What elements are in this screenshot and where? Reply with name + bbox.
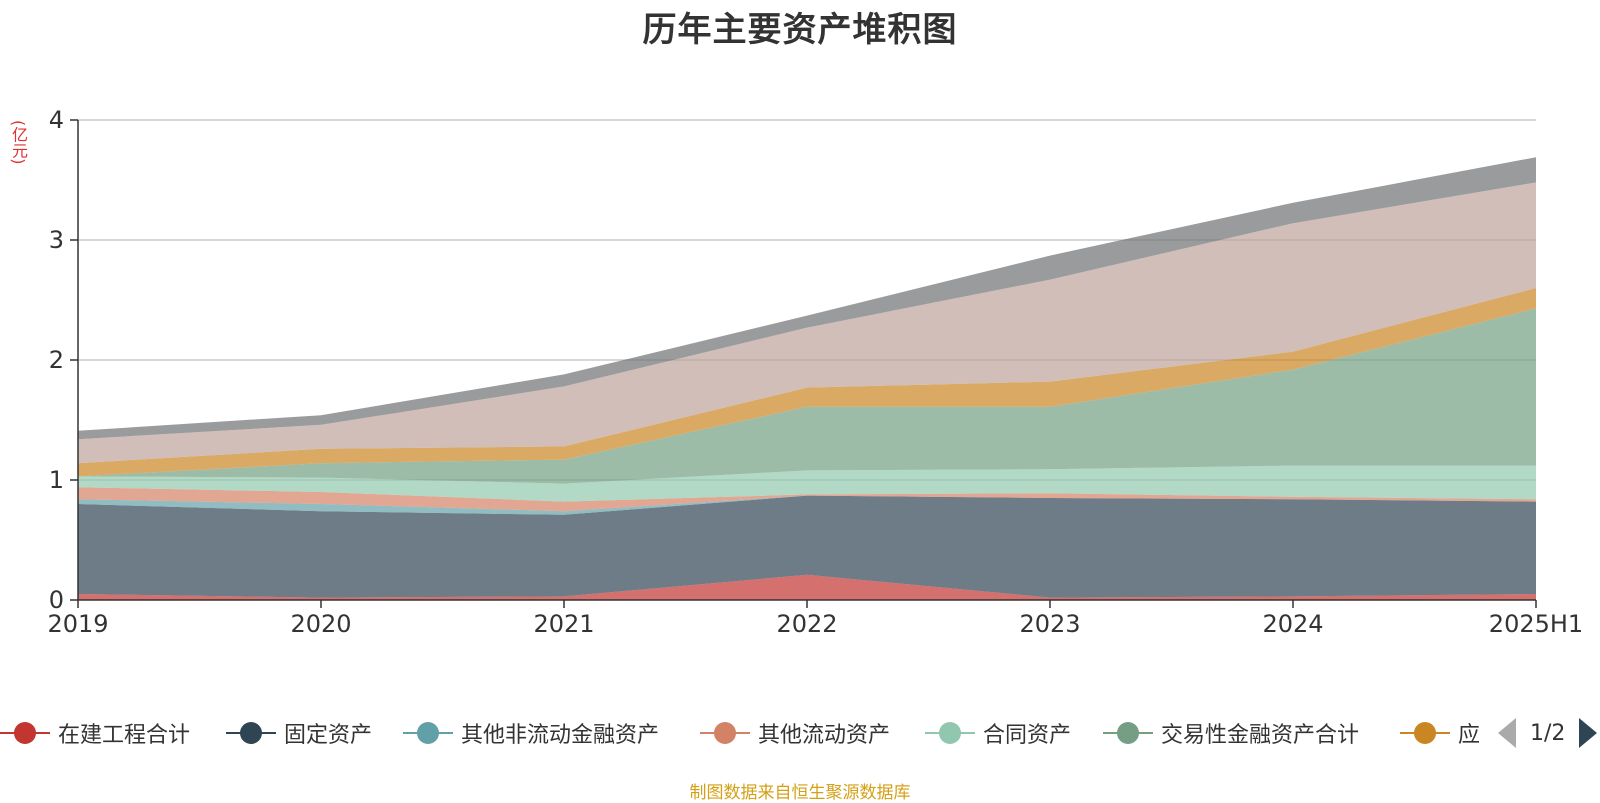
- area-series-0[interactable]: [78, 574, 1536, 600]
- legend-label: 其他非流动金融资产: [461, 723, 660, 748]
- x-tick-label: 2025H1: [1489, 610, 1583, 638]
- legend-label: 固定资产: [284, 723, 373, 748]
- area-series-8[interactable]: [78, 157, 1536, 440]
- legend-label: 交易性金融资产合计: [1161, 723, 1360, 748]
- area-series-3[interactable]: [78, 487, 1536, 512]
- area-series-4[interactable]: [78, 465, 1536, 502]
- legend-label: 在建工程合计: [58, 723, 191, 748]
- legend-item-receivables[interactable]: 应: [1400, 713, 1480, 753]
- x-tick-label: 2019: [47, 610, 108, 638]
- x-tick-label: 2024: [1262, 610, 1323, 638]
- legend-item-construction-in-progress[interactable]: 在建工程合计: [0, 713, 190, 753]
- legend-item-other-current-assets[interactable]: 其他流动资产: [700, 713, 890, 753]
- x-tick-label: 2023: [1019, 610, 1080, 638]
- legend-item-trading-financial-assets[interactable]: 交易性金融资产合计: [1103, 713, 1359, 753]
- triangle-left-icon[interactable]: [1498, 718, 1516, 748]
- legend-item-other-noncurrent-financial-assets[interactable]: 其他非流动金融资产: [403, 713, 659, 753]
- area-series: [78, 157, 1536, 600]
- legend-marker-icon: [403, 713, 453, 753]
- y-tick-label: 1: [49, 466, 64, 494]
- chart-title: 历年主要资产堆积图: [642, 10, 958, 50]
- legend-marker-icon: [1400, 713, 1450, 753]
- legend-label: 应: [1458, 723, 1481, 748]
- area-series-1[interactable]: [78, 495, 1536, 598]
- legend-marker-icon: [1103, 713, 1153, 753]
- y-tick-label: 2: [49, 346, 64, 374]
- chart-legend: 在建工程合计 固定资产 其他非流动金融资产 其他流动资产 合同资产 交易性金融资…: [0, 713, 1600, 753]
- legend-marker-icon: [0, 713, 50, 753]
- legend-item-fixed-assets[interactable]: 固定资产: [226, 713, 372, 753]
- area-series-7[interactable]: [78, 182, 1536, 464]
- legend-label: 合同资产: [983, 723, 1072, 748]
- y-tick-label: 0: [49, 586, 64, 614]
- y-tick-label: 4: [49, 106, 64, 134]
- x-tick-label: 2021: [533, 610, 594, 638]
- y-axis-unit-label: (亿元): [9, 120, 28, 165]
- legend-marker-icon: [700, 713, 750, 753]
- x-tick-label: 2020: [290, 610, 351, 638]
- legend-marker-icon: [925, 713, 975, 753]
- triangle-right-icon[interactable]: [1579, 718, 1598, 748]
- x-tick-label: 2022: [776, 610, 837, 638]
- legend-item-contract-assets[interactable]: 合同资产: [925, 713, 1071, 753]
- axes: 0 1 2 3 4 2019 2020 2021 2022 2023 2024 2025H1: [47, 106, 1583, 638]
- legend-label: 其他流动资产: [758, 723, 891, 748]
- legend-page-indicator: 1/2: [1530, 720, 1566, 746]
- legend-pager: 1/2: [1498, 713, 1598, 753]
- area-series-2[interactable]: [78, 495, 1536, 515]
- y-tick-label: 3: [49, 226, 64, 254]
- stacked-area-chart: 0 1 2 3 4 2019 2020 2021 2022 2023 2024 2025H1: [47, 106, 1583, 638]
- area-series-6[interactable]: [78, 288, 1536, 477]
- area-series-5[interactable]: [78, 308, 1536, 484]
- legend-marker-icon: [226, 713, 276, 753]
- source-note: 制图数据来自恒生聚源数据库: [689, 783, 911, 803]
